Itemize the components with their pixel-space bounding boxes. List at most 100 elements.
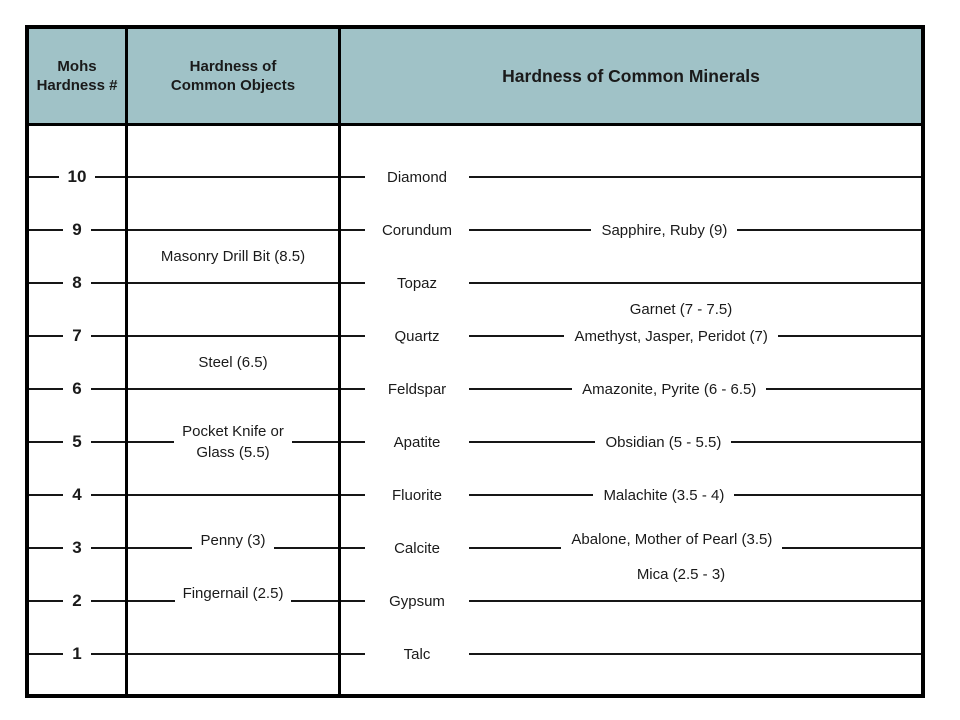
mineral-row: Talc (341, 641, 921, 667)
mineral-name-label: Calcite (394, 539, 440, 557)
scale-line (29, 441, 64, 443)
mineral-name-label: Fluorite (391, 486, 443, 504)
scale-line (469, 388, 573, 390)
scale-line (341, 335, 365, 337)
scale-line (128, 282, 338, 284)
hardness-number-row: 4 (29, 482, 125, 508)
mineral-name-label: Gypsum (389, 592, 445, 610)
scale-line (90, 653, 125, 655)
mineral-row: Calcite Abalone, Mother of Pearl (3.5) (341, 531, 921, 561)
object-label-line: Glass (5.5) (196, 444, 270, 461)
common-object-row (128, 270, 338, 296)
mineral-name-label: Topaz (396, 274, 438, 292)
scale-line (291, 441, 338, 443)
mineral-name-label: Apatite (393, 433, 441, 451)
scale-line (90, 229, 125, 231)
hardness-number-label: 5 (72, 432, 82, 451)
mohs-hardness-chart: Mohs Hardness # Hardness of Common Objec… (25, 25, 925, 698)
hardness-number-label: 1 (72, 644, 82, 663)
scale-line (29, 547, 64, 549)
hardness-number-label: 8 (72, 273, 82, 292)
header-common-minerals: Hardness of Common Minerals (341, 29, 921, 123)
scale-line (128, 335, 338, 337)
scale-line (128, 547, 193, 549)
mineral-name-label: Feldspar (387, 380, 447, 398)
scale-line (734, 494, 921, 496)
mineral-name-label: Talc (403, 645, 431, 663)
scale-line (90, 282, 125, 284)
mineral-row: Topaz (341, 270, 921, 296)
scale-line (731, 441, 921, 443)
scale-line (469, 653, 921, 655)
hardness-number-label: 10 (67, 167, 87, 186)
scale-line (90, 335, 125, 337)
scale-line (341, 600, 365, 602)
hardness-number-row: 10 (29, 164, 126, 190)
mineral-row: Quartz Amethyst, Jasper, Peridot (7) (341, 323, 921, 349)
mineral-name-label: Corundum (381, 221, 453, 239)
mineral-row: Gypsum (341, 588, 921, 614)
floating-object-label: Steel (6.5) (198, 353, 268, 371)
common-object-row (128, 164, 338, 190)
object-label: Pocket Knife or Glass (5.5) (174, 421, 292, 463)
hardness-number-label: 9 (72, 220, 82, 239)
scale-line (341, 653, 365, 655)
scale-line (29, 335, 64, 337)
scale-line (341, 441, 365, 443)
scale-line (29, 176, 59, 178)
scale-line (90, 547, 125, 549)
associated-minerals-label: Sapphire, Ruby (9) (601, 221, 728, 239)
mineral-row: Diamond (341, 164, 921, 190)
scale-line (29, 388, 64, 390)
header-mohs-number-label: Mohs Hardness # (36, 57, 118, 95)
scale-line (341, 547, 365, 549)
mineral-name-label: Quartz (394, 327, 440, 345)
common-object-row (128, 482, 338, 508)
scale-line (341, 176, 365, 178)
common-object-row (128, 641, 338, 667)
hardness-number-row: 8 (29, 270, 125, 296)
scale-line (90, 600, 125, 602)
scale-line (469, 176, 921, 178)
hardness-number-label: 2 (72, 591, 82, 610)
scale-line (273, 547, 339, 549)
column-divider-1 (125, 126, 128, 694)
floating-object-label: Masonry Drill Bit (8.5) (160, 247, 306, 265)
chart-header: Mohs Hardness # Hardness of Common Objec… (29, 29, 921, 126)
hardness-number-row: 5 (29, 429, 125, 455)
scale-line (341, 388, 365, 390)
mineral-row: Fluorite Malachite (3.5 - 4) (341, 482, 921, 508)
object-label: Penny (3) (200, 531, 266, 549)
scale-line (128, 653, 338, 655)
scale-line (469, 600, 921, 602)
associated-minerals-label: Amazonite, Pyrite (6 - 6.5) (582, 380, 757, 398)
scale-line (291, 600, 339, 602)
mineral-row: Corundum Sapphire, Ruby (9) (341, 217, 921, 243)
chart-body: 10 Diamond 9 Corundum Sapphire, Ruby (9) 8 Top… (29, 29, 921, 694)
mineral-row: Apatite Obsidian (5 - 5.5) (341, 429, 921, 455)
scale-line (90, 388, 125, 390)
floating-mineral-label: Garnet (7 - 7.5) (629, 300, 733, 318)
associated-minerals-label: Malachite (3.5 - 4) (603, 486, 725, 504)
hardness-number-row: 3 (29, 535, 125, 561)
hardness-number-row: 2 (29, 588, 125, 614)
floating-mineral-label: Mica (2.5 - 3) (636, 565, 726, 583)
common-object-row: Pocket Knife or Glass (5.5) (128, 420, 338, 464)
scale-line (341, 282, 365, 284)
scale-line (128, 176, 338, 178)
hardness-number-row: 9 (29, 217, 125, 243)
scale-line (29, 229, 64, 231)
hardness-number-label: 6 (72, 379, 82, 398)
scale-line (766, 388, 921, 390)
common-object-row: Fingernail (2.5) (128, 585, 339, 614)
hardness-number-label: 4 (72, 485, 82, 504)
scale-line (29, 282, 64, 284)
scale-line (777, 335, 921, 337)
object-label-line: Pocket Knife or (182, 423, 284, 440)
hardness-number-row: 1 (29, 641, 125, 667)
scale-line (29, 653, 64, 655)
mineral-row: Feldspar Amazonite, Pyrite (6 - 6.5) (341, 376, 921, 402)
scale-line (469, 547, 562, 549)
common-object-row: Penny (3) (128, 531, 339, 561)
scale-line (128, 494, 338, 496)
